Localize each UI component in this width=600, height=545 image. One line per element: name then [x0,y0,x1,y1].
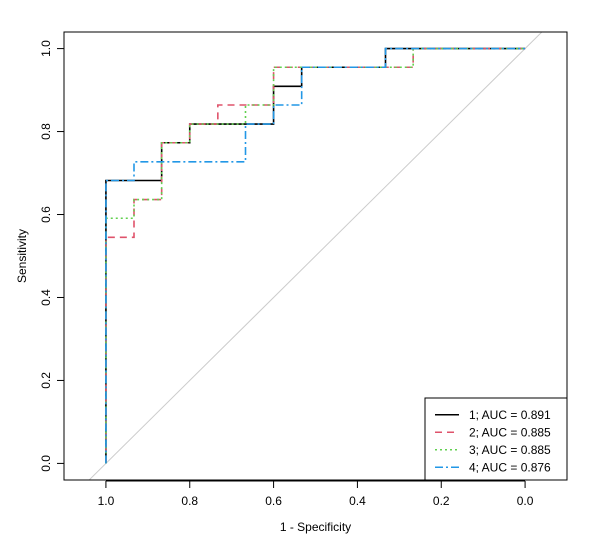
reference-diagonal-line [88,32,543,480]
legend-label-series-1: 1; AUC = 0.891 [469,408,551,422]
x-tick-label: 0.8 [181,494,198,508]
y-tick-label: 0.8 [39,123,53,140]
x-tick-label: 1.0 [98,494,115,508]
y-tick-label: 1.0 [39,40,53,57]
roc-curve-series-2 [105,47,526,464]
reference-diagonal-layer [88,32,543,480]
y-tick-label: 0.2 [39,372,53,389]
y-axis: 0.0 0.2 0.4 0.6 0.8 1.0 [39,40,65,472]
y-tick-label: 0.0 [39,455,53,472]
series-layer [105,47,526,464]
roc-curve-series-4 [105,47,526,464]
legend-box [424,397,568,481]
legend-label-series-3: 3; AUC = 0.885 [469,443,551,457]
y-tick-label: 0.4 [39,289,53,306]
y-tick-label: 0.6 [39,206,53,223]
x-tick-label: 0.4 [349,494,366,508]
legend-label-series-2: 2; AUC = 0.885 [469,425,551,439]
legend: 1; AUC = 0.891 2; AUC = 0.885 3; AUC = 0.8… [424,397,568,481]
x-axis-label: 1 - Specificity [280,520,351,534]
x-tick-label: 0.0 [517,494,534,508]
x-tick-label: 0.6 [265,494,282,508]
legend-label-series-4: 4; AUC = 0.876 [469,460,551,474]
y-axis-label: Sensitivity [15,229,29,283]
x-axis: 1.0 0.8 0.6 0.4 0.2 0.0 [98,480,534,508]
x-tick-label: 0.2 [433,494,450,508]
